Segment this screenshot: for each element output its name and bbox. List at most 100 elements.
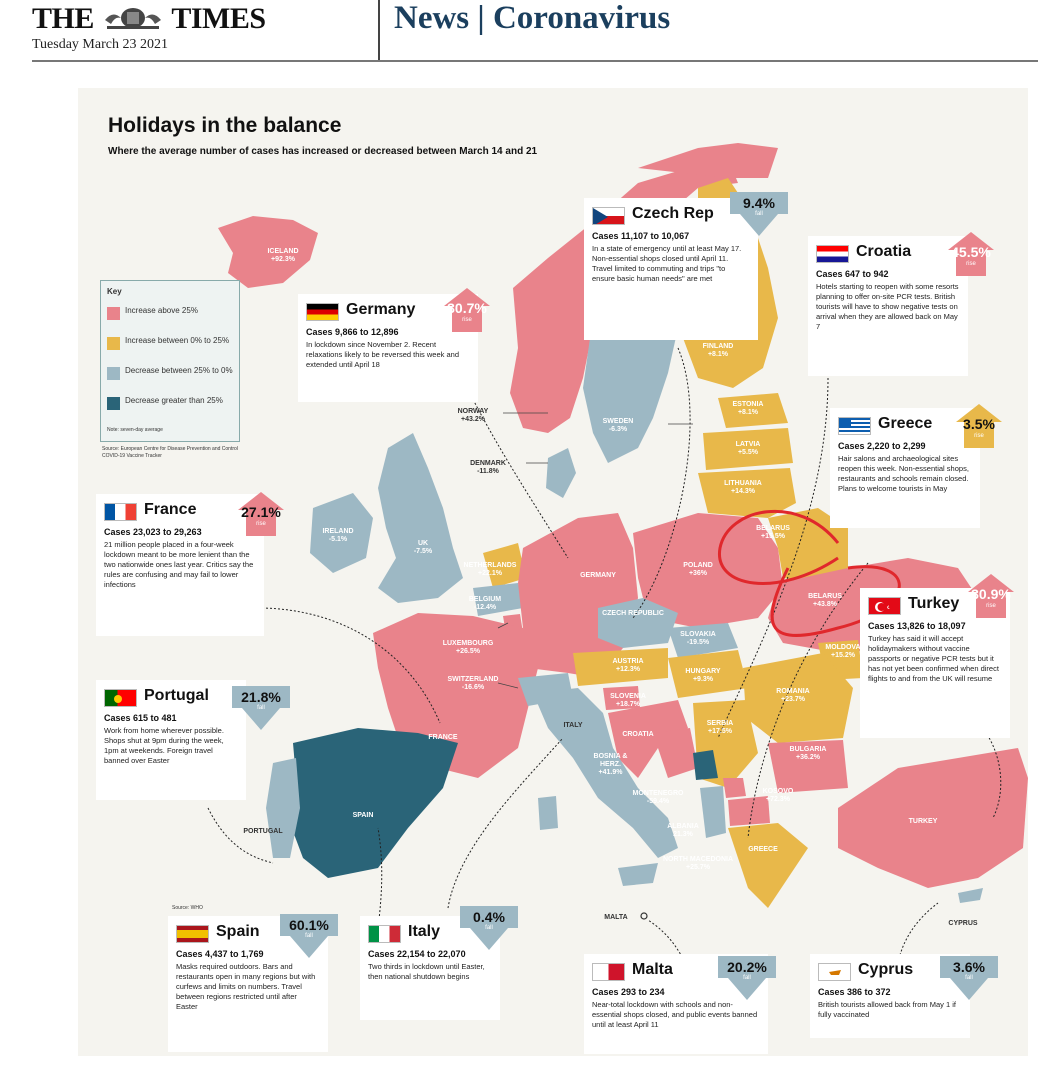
czech-flag-icon	[592, 207, 625, 225]
paper-date: Tuesday March 23 2021	[32, 37, 168, 52]
badge-czech: 9.4% fall	[726, 192, 792, 238]
legend-label: Decrease greater than 25%	[125, 396, 223, 405]
region-slovakia	[668, 623, 738, 658]
legend-item: Increase between 0% to 25%	[107, 335, 235, 363]
section-news: News	[394, 0, 470, 36]
map-label-finland: FINLAND +8.1%	[702, 343, 734, 358]
badge-malta-pct: 20.2%	[727, 959, 767, 975]
graphic-subtitle: Where the average number of cases has in…	[108, 146, 538, 157]
card-france: France Cases 23,023 to 29,263 21 million…	[96, 494, 264, 636]
map-label-north-macedonia: NORTH MACEDONIA +25.7%	[663, 856, 733, 871]
legend-note: Note: seven-day average	[107, 427, 163, 433]
masthead: THE TIMES Tuesday March 23 2021 News | C…	[32, 0, 1038, 62]
region-iceland	[218, 216, 318, 288]
badge-greece-pct: 3.5%	[963, 416, 995, 432]
map-label-montenegro: MONTENEGRO -59.4%	[632, 790, 684, 805]
badge-portugal: 21.8% fall	[228, 686, 294, 732]
map-label-ukraine: BELARUS +43.8%	[808, 593, 842, 608]
card-turkey-cases: Cases 13,826 to 18,097	[868, 621, 966, 631]
legend-swatch	[107, 397, 120, 410]
badge-germany-dir: rise	[462, 317, 472, 323]
map-label-lithuania: LITHUANIA +14.3%	[724, 480, 762, 495]
card-croatia-name: Croatia	[856, 243, 912, 260]
map-label-romania: ROMANIA +23.7%	[776, 688, 810, 703]
map-label-kosovo: KOSOVO +72.3%	[762, 788, 794, 803]
map-label-switzerland: SWITZERLAND -16.6%	[447, 676, 499, 691]
badge-croatia: 45.5% rise	[938, 232, 1004, 278]
section-coronavirus: Coronavirus	[492, 0, 671, 36]
card-portugal: Portugal Cases 615 to 481 Work from home…	[96, 680, 246, 800]
card-germany: Germany Cases 9,866 to 12,896 In lockdow…	[298, 294, 478, 402]
map-label-luxembourg: LUXEMBOURG +26.5%	[442, 640, 494, 655]
card-france-note: 21 million people placed in a four-week …	[104, 540, 254, 589]
greece-flag-icon	[838, 417, 871, 435]
royal-crest-icon	[104, 8, 161, 29]
badge-france: 27.1% rise	[228, 492, 294, 538]
card-italy-cases: Cases 22,154 to 22,070	[368, 949, 466, 959]
card-turkey-name: Turkey	[908, 595, 960, 612]
card-italy-note: Two thirds in lockdown until Easter, the…	[368, 962, 485, 981]
region-austria	[573, 648, 668, 686]
badge-germany-pct: 30.7%	[447, 300, 487, 316]
map-label-netherlands: NETHERLANDS +22.1%	[463, 562, 517, 577]
card-malta-name: Malta	[632, 961, 673, 978]
map-label-ireland: IRELAND -5.1%	[322, 528, 354, 543]
map-label-spain: SPAIN	[352, 812, 374, 819]
card-greece: Greece Cases 2,220 to 2,299 Hair salons …	[830, 408, 980, 528]
legend-label: Increase above 25%	[125, 306, 198, 315]
badge-croatia-pct: 45.5%	[951, 244, 991, 260]
section-title: News | Coronavirus	[394, 0, 670, 37]
card-czech-note: In a state of emergency until at least M…	[592, 244, 742, 283]
badge-cyprus: 3.6% fall	[936, 956, 1002, 1002]
legend-label: Decrease between 25% to 0%	[125, 366, 233, 375]
map-label-uk: UK -7.5%	[413, 540, 433, 555]
badge-italy-dir: fall	[485, 925, 493, 931]
legend-item: Decrease greater than 25%	[107, 395, 235, 423]
badge-portugal-pct: 21.8%	[241, 689, 281, 705]
region-slovenia	[603, 686, 640, 710]
region-belgium	[473, 583, 523, 616]
map-label-norway: NORWAY +43.2%	[457, 408, 489, 423]
badge-greece: 3.5% rise	[946, 404, 1012, 450]
france-flag-icon	[104, 503, 137, 521]
card-cyprus-note: British tourists allowed back from May 1…	[818, 1000, 956, 1019]
map-label-belgium: BELGIUM -12.4%	[468, 596, 502, 611]
card-spain-name: Spain	[216, 923, 260, 940]
badge-france-dir: rise	[256, 521, 266, 527]
map-source: Source: WHO	[172, 905, 203, 911]
badge-turkey-pct: 30.9%	[971, 586, 1011, 602]
region-sardinia	[538, 796, 558, 830]
leader-lines	[497, 412, 693, 689]
map-label-hungary: HUNGARY +9.3%	[685, 668, 721, 683]
badge-spain: 60.1% fall	[276, 914, 342, 960]
card-malta-note: Near-total lockdown with schools and non…	[592, 1000, 758, 1029]
legend-label: Increase between 0% to 25%	[125, 336, 230, 345]
graphic-title: Holidays in the balance	[108, 114, 342, 137]
region-greece	[728, 823, 808, 908]
map-graphic: Holidays in the balance Where the averag…	[78, 88, 1028, 1056]
map-label-cyprus: CYPRUS	[948, 920, 978, 927]
map-label-malta: MALTA	[604, 914, 628, 921]
card-croatia-cases: Cases 647 to 942	[816, 269, 889, 279]
region-norway	[510, 158, 738, 433]
legend-swatch	[107, 337, 120, 350]
region-albania	[700, 786, 726, 838]
paper-name: THE TIMES	[32, 2, 266, 36]
badge-portugal-dir: fall	[257, 705, 265, 711]
badge-spain-pct: 60.1%	[289, 917, 329, 933]
region-czech	[598, 598, 678, 648]
germany-flag-icon	[306, 303, 339, 321]
card-france-name: France	[144, 501, 197, 518]
badge-france-pct: 27.1%	[241, 504, 281, 520]
cyprus-flag-icon	[818, 963, 851, 981]
badge-turkey-dir: rise	[986, 603, 996, 609]
badge-spain-dir: fall	[305, 933, 313, 939]
region-ireland	[310, 493, 373, 573]
map-label-slovenia: SLOVENIA +18.7%	[610, 693, 646, 708]
region-uk	[378, 433, 463, 603]
region-russia-north	[638, 143, 778, 178]
card-cyprus-name: Cyprus	[858, 961, 914, 978]
region-bulgaria	[768, 740, 848, 793]
map-label-czech: CZECH REPUBLIC	[602, 610, 664, 617]
card-croatia: Croatia Cases 647 to 942 Hotels starting…	[808, 236, 968, 376]
